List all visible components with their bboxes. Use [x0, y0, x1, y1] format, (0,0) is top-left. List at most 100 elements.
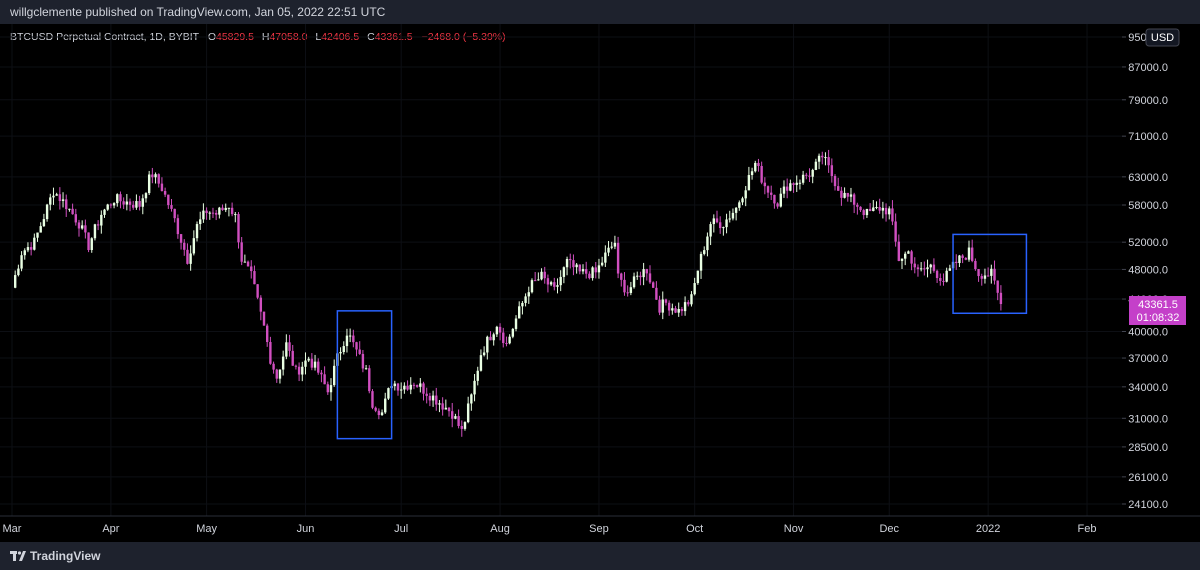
- tradingview-logo-icon: [10, 551, 26, 561]
- candle-body: [425, 393, 428, 396]
- candle-body: [486, 336, 489, 353]
- candle-body: [766, 186, 770, 193]
- candle-body: [297, 366, 301, 375]
- candle-body: [77, 222, 81, 229]
- candle-body: [371, 391, 374, 408]
- y-tick-label: 48000.0: [1128, 264, 1168, 276]
- candle-body: [900, 258, 904, 261]
- candle-body: [441, 403, 444, 410]
- candle-body: [403, 385, 406, 390]
- candle-body: [211, 212, 215, 214]
- candle-body: [833, 176, 837, 187]
- candle-body: [288, 342, 291, 351]
- candle-body: [167, 194, 170, 206]
- candle-body: [243, 261, 247, 263]
- candle-body: [533, 280, 537, 282]
- candle-body: [23, 250, 26, 256]
- candle-body: [179, 234, 183, 243]
- candle-body: [967, 247, 971, 260]
- y-tick-label: 40000.0: [1128, 326, 1168, 338]
- footer: TradingView: [0, 542, 1200, 570]
- candle-body: [868, 208, 872, 212]
- candle-body: [843, 192, 846, 198]
- candle-body: [90, 238, 93, 251]
- candle-body: [364, 368, 368, 370]
- candle-body: [285, 342, 288, 357]
- candle-body: [119, 194, 122, 202]
- candle-body: [983, 275, 987, 279]
- candle-body: [661, 299, 664, 313]
- candle-body: [479, 355, 483, 371]
- candle-body: [776, 203, 779, 207]
- candle-body: [604, 252, 607, 263]
- candle-body: [904, 253, 907, 259]
- candle-body: [199, 219, 202, 225]
- candle-body: [518, 306, 521, 319]
- candle-body: [323, 374, 326, 385]
- candle-body: [135, 201, 138, 208]
- candle-body: [317, 361, 320, 373]
- chart-area[interactable]: BTCUSD Perpetual Contract, 1D, BYBIT O45…: [0, 24, 1200, 542]
- candle-body: [546, 278, 550, 285]
- candle-body: [696, 270, 700, 284]
- y-tick-label: 34000.0: [1128, 382, 1168, 394]
- candle-body: [607, 247, 610, 253]
- candle-body: [821, 155, 824, 158]
- candle-body: [71, 208, 74, 215]
- candle-body: [29, 247, 33, 250]
- candle-body: [492, 334, 495, 341]
- candle-body: [272, 363, 275, 370]
- candle-body: [313, 361, 317, 368]
- candle-body: [13, 275, 17, 288]
- chart-svg[interactable]: BTCUSD Perpetual Contract, 1D, BYBIT O45…: [0, 24, 1200, 542]
- candle-body: [422, 383, 425, 394]
- candle-body: [39, 226, 42, 233]
- currency-badge-bg[interactable]: [1145, 28, 1180, 47]
- candle-body: [332, 365, 336, 386]
- candle-body: [415, 385, 419, 387]
- candle-body: [747, 175, 751, 191]
- candle-body: [205, 210, 208, 214]
- candle-body: [55, 194, 58, 196]
- candle-body: [562, 267, 566, 277]
- x-tick-label: Mar: [3, 523, 22, 535]
- candle-body: [687, 302, 690, 305]
- currency-label[interactable]: USD: [1151, 32, 1174, 44]
- candle-body: [655, 287, 658, 300]
- candle-body: [352, 335, 355, 343]
- last-price-badge-bg: [1129, 296, 1186, 325]
- candle-body: [294, 365, 298, 367]
- time-axis[interactable]: Mar Apr May Jun Jul Aug Sep Oct Nov Dec 2022 Feb: [0, 515, 1200, 535]
- x-tick-label: May: [196, 523, 217, 535]
- candle-body: [639, 275, 642, 278]
- currency-badge[interactable]: USD: [1145, 28, 1180, 47]
- candle-body: [112, 203, 116, 206]
- candle-body: [412, 384, 416, 386]
- candle-body: [980, 276, 983, 279]
- candle-body: [613, 242, 617, 247]
- candle-body: [144, 193, 148, 199]
- publish-text: willgclemente published on TradingView.c…: [10, 5, 386, 19]
- candle-body: [999, 292, 1003, 305]
- candle-body: [406, 385, 409, 390]
- candle-body: [801, 174, 805, 183]
- candle-body: [830, 165, 834, 177]
- candle-body: [680, 308, 684, 312]
- candle-body: [763, 182, 767, 187]
- candle-body: [384, 398, 387, 413]
- candle-body: [253, 271, 256, 285]
- candle-body: [96, 224, 100, 226]
- candle-body: [157, 174, 160, 184]
- candle-body: [457, 416, 460, 427]
- candle-body: [964, 257, 968, 260]
- candle-body: [498, 326, 502, 333]
- candle-body: [674, 308, 677, 313]
- candle-body: [355, 342, 358, 350]
- candle-body: [68, 208, 71, 210]
- candle-body: [770, 192, 773, 195]
- candle-body: [208, 212, 211, 214]
- price-axis[interactable]: 24100.0 26100.0 28500.0 31000.0 34000.0 37000…: [1122, 24, 1200, 516]
- candle-body: [910, 251, 913, 264]
- candle-body: [824, 157, 827, 159]
- x-tick-label: Sep: [589, 523, 609, 535]
